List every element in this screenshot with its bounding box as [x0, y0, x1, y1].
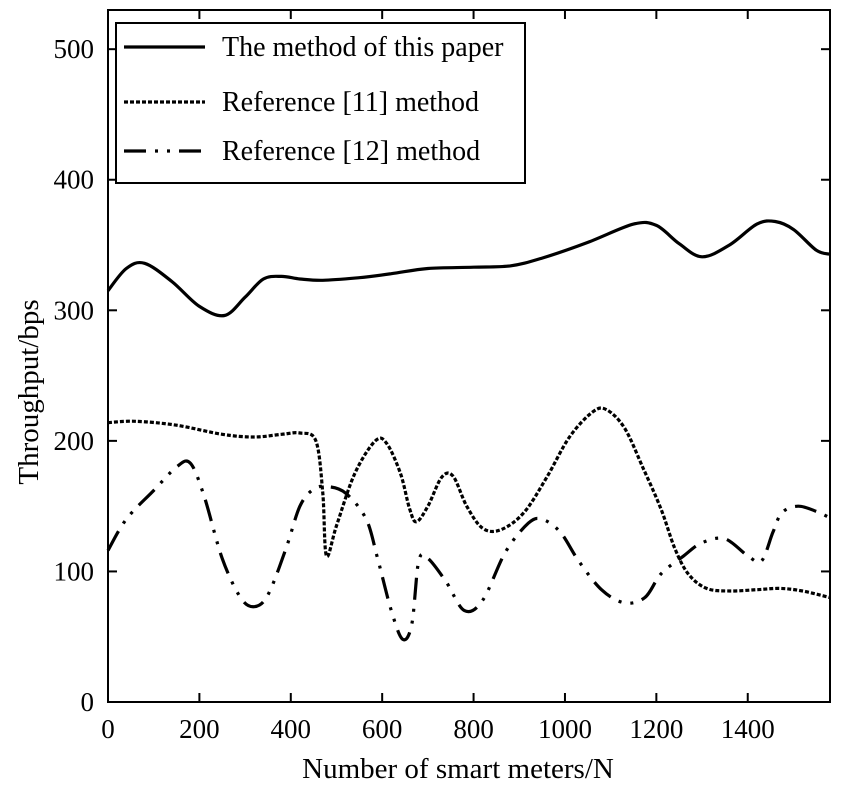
x-tick-label-400: 400 [271, 714, 312, 744]
y-tick-label-0: 0 [81, 687, 95, 717]
plot-frame [107, 9, 831, 703]
y-tick-label-200: 200 [54, 426, 95, 456]
y-tick-label-500: 500 [54, 34, 95, 64]
series-lines [106, 219, 831, 642]
x-axis-ticks: 0 200 400 600 800 1000 1200 1400 [101, 10, 775, 744]
x-tick-label-1000: 1000 [538, 714, 592, 744]
y-tick-label-400: 400 [54, 165, 95, 195]
legend-label-2: Reference [11] method [222, 87, 479, 118]
x-tick-label-800: 800 [453, 714, 494, 744]
series-line-1 [106, 219, 831, 318]
x-axis-title: Number of smart meters/N [302, 753, 614, 785]
y-tick-label-100: 100 [54, 556, 95, 586]
legend: The method of this paper Reference [11] m… [115, 22, 526, 184]
series-line-2 [107, 406, 831, 600]
x-tick-label-600: 600 [362, 714, 403, 744]
series-line-3 [106, 459, 831, 642]
legend-label-3: Reference [12] method [222, 136, 480, 167]
legend-label-1: The method of this paper [222, 32, 504, 63]
x-tick-label-200: 200 [179, 714, 220, 744]
x-tick-label-0: 0 [101, 714, 115, 744]
y-axis-ticks: 0 100 200 300 400 500 [54, 34, 830, 717]
x-tick-label-1400: 1400 [721, 714, 775, 744]
x-tick-label-1200: 1200 [629, 714, 683, 744]
y-axis-title: Throughput/bps [13, 299, 45, 484]
y-tick-label-300: 300 [54, 295, 95, 325]
